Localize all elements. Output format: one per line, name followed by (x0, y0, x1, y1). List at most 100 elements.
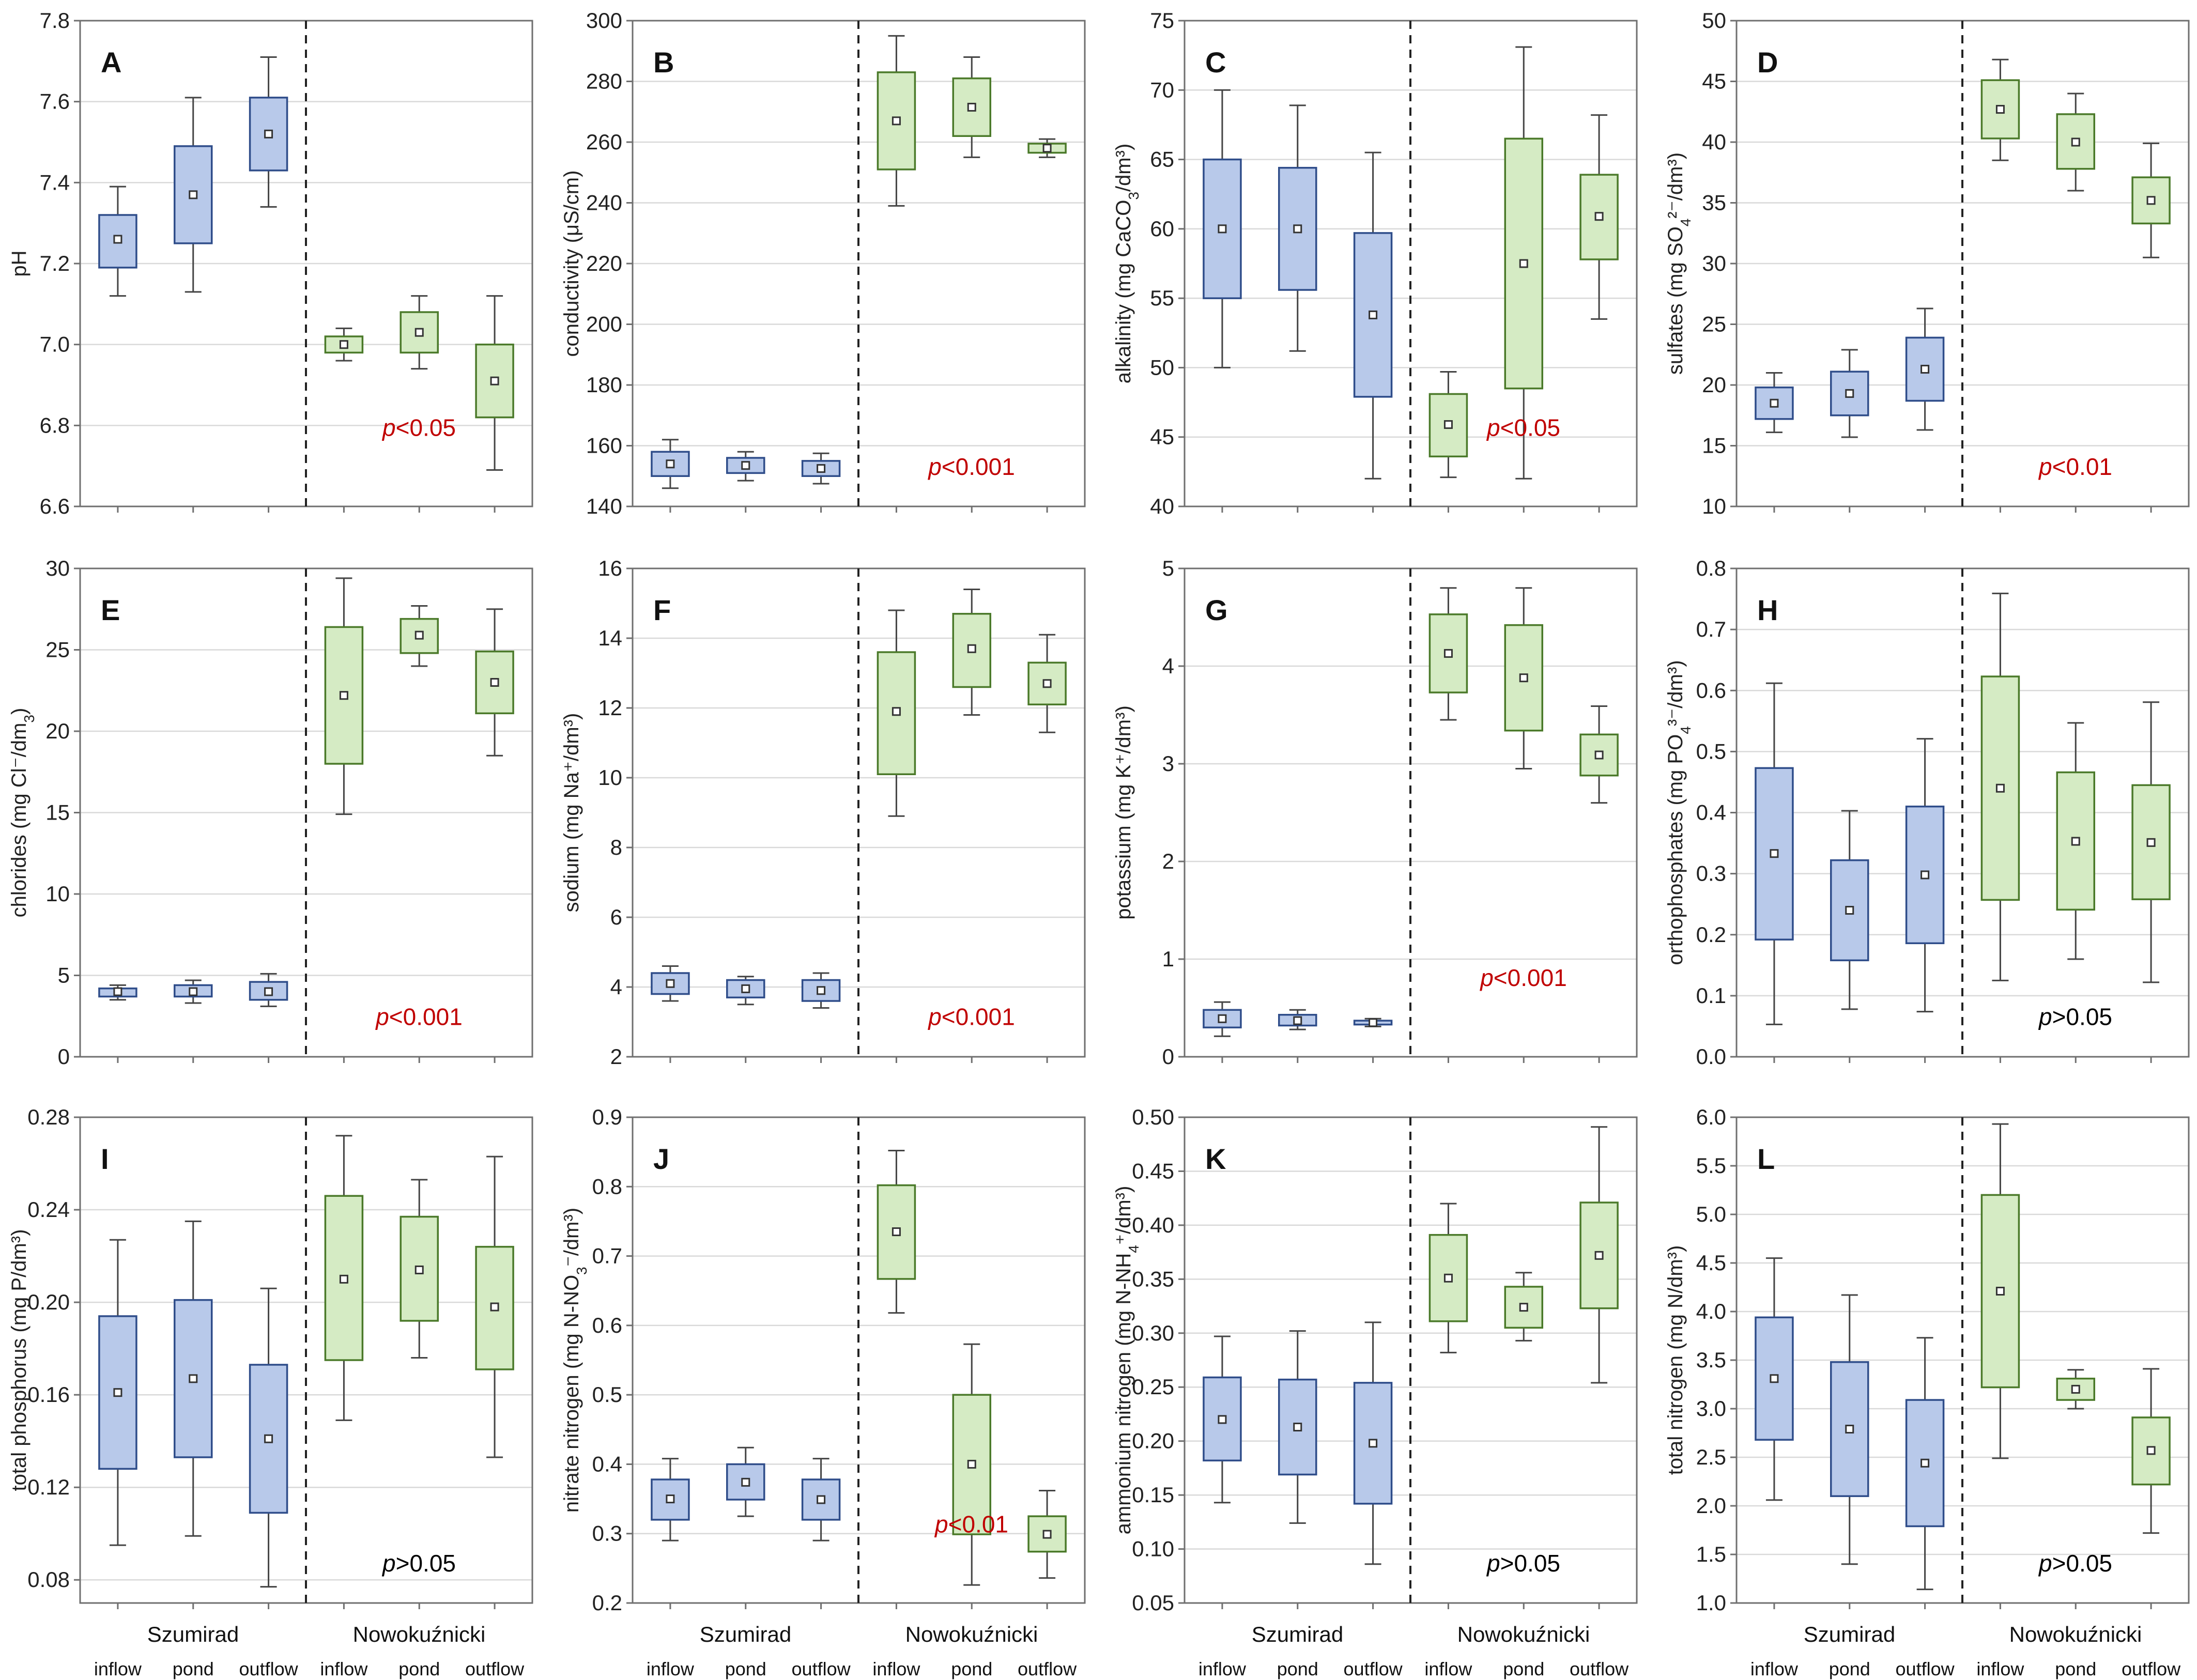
box-szumirad-inflow (1203, 89, 1242, 368)
category-label-inflow: inflow (1424, 1658, 1472, 1679)
mean-marker (741, 984, 750, 993)
y-tick-label: 0.6 (1696, 678, 1726, 702)
y-tick-label: 1.0 (1696, 1591, 1726, 1615)
box-szumirad-inflow (1203, 1335, 1242, 1504)
box-szumirad-pond (1278, 1009, 1317, 1030)
y-tick-label: 0.20 (27, 1290, 70, 1314)
box-szumirad-outflow (1353, 1321, 1393, 1565)
panel-K: 0.05 0.10 0.15 0.20 0.25 0.30 0.35 0.40 0.45 0.50… (1112, 1105, 1638, 1679)
y-tick-label: 0 (58, 1044, 70, 1069)
box-nowokunicki-outflow (1027, 634, 1067, 733)
box-nowokunicki-inflow (1980, 58, 2020, 161)
p-value-label: p>0.05 (2038, 1550, 2112, 1577)
y-tick-label: 0.8 (592, 1174, 622, 1198)
box-szumirad-pond (174, 979, 213, 1004)
mean-marker (1770, 1374, 1779, 1383)
box-nowokunicki-inflow (324, 577, 364, 815)
box-body (400, 618, 439, 654)
category-label-inflow: inflow (1199, 1658, 1247, 1679)
p-value-label: p<0.05 (1486, 414, 1560, 441)
category-label-pond: pond (725, 1658, 766, 1679)
mean-marker (1519, 673, 1528, 683)
mean-marker (490, 1302, 499, 1312)
p-value-label: p<0.001 (375, 1004, 463, 1030)
mean-marker (1369, 1439, 1378, 1448)
y-tick-label: 5 (1162, 556, 1174, 580)
panel-letter: J (653, 1143, 669, 1175)
box-nowokunicki-inflow (877, 609, 916, 817)
category-label-inflow: inflow (1750, 1658, 1799, 1679)
y-axis-label: pH (8, 250, 30, 276)
category-label-outflow: outflow (1570, 1658, 1629, 1679)
box-nowokunicki-pond (400, 295, 439, 370)
y-tick-label: 60 (1150, 217, 1174, 241)
y-tick-label: 40 (1150, 494, 1174, 518)
y-tick-label: 50 (1702, 8, 1726, 33)
box-szumirad-outflow (801, 452, 841, 485)
box-szumirad-inflow (1755, 682, 1794, 1025)
panel-F: 2 4 6 8 10 12 14 16 sodium (mg Na⁺/dm³) Fp<0.001 (560, 556, 1086, 1069)
y-axis-label: orthophosphates (mg PO4³⁻/dm³) (1664, 660, 1694, 965)
y-axis-label: ammonium nitrogen (mg N-NH4⁺/dm³) (1112, 1186, 1142, 1535)
box-szumirad-outflow (1905, 738, 1945, 1013)
mean-marker (666, 979, 675, 988)
category-label-outflow: outflow (792, 1658, 851, 1679)
panel-C: 40 45 50 55 60 65 70 75 alkalinity (mg CaCO3/dm³… (1112, 8, 1638, 518)
mean-marker (1218, 1014, 1227, 1023)
mean-marker (189, 987, 198, 996)
panel-I: 0.08 0.12 0.16 0.20 0.24 0.28 total phosphorus… (8, 1105, 533, 1679)
box-nowokunicki-pond (1504, 1272, 1543, 1342)
mean-marker (1293, 1423, 1302, 1432)
mean-marker (414, 1265, 424, 1274)
box-body (1830, 1361, 1869, 1497)
mean-marker (817, 1495, 826, 1504)
mean-marker (1921, 870, 1930, 880)
p-value-label: p>0.05 (381, 1550, 456, 1577)
mean-marker (1443, 420, 1453, 429)
mean-marker (1995, 783, 2005, 793)
y-tick-label: 180 (586, 373, 622, 397)
y-tick-label: 3.0 (1696, 1396, 1726, 1421)
y-tick-label: 50 (1150, 355, 1174, 379)
group-label-szumirad: Szumirad (700, 1622, 791, 1646)
panel-letter: D (1757, 46, 1778, 79)
category-label-pond: pond (1503, 1658, 1544, 1679)
y-tick-label: 6.8 (40, 413, 70, 437)
y-tick-label: 140 (586, 494, 622, 518)
box-szumirad-outflow (249, 56, 288, 208)
y-tick-label: 4 (1162, 654, 1174, 678)
y-tick-label: 0.08 (27, 1567, 70, 1592)
mean-marker (1845, 906, 1854, 915)
box-szumirad-pond (726, 451, 765, 482)
box-nowokunicki-outflow (1579, 114, 1619, 320)
y-tick-label: 5.0 (1696, 1202, 1726, 1226)
mean-marker (741, 1477, 750, 1487)
mean-marker (1770, 398, 1779, 408)
y-tick-label: 2.5 (1696, 1445, 1726, 1469)
category-label-inflow: inflow (1976, 1658, 2024, 1679)
category-label-inflow: inflow (647, 1658, 695, 1679)
box-nowokunicki-inflow (1980, 592, 2020, 981)
y-tick-label: 75 (1150, 8, 1174, 33)
y-tick-label: 0.30 (1132, 1321, 1174, 1345)
mean-marker (490, 678, 499, 687)
category-label-outflow: outflow (465, 1658, 525, 1679)
box-nowokunicki-pond (952, 1343, 991, 1586)
mean-marker (113, 987, 122, 996)
y-tick-label: 220 (586, 251, 622, 275)
y-axis-label: total phosphorus (mg P/dm³) (8, 1229, 30, 1491)
box-nowokunicki-outflow (1027, 1489, 1067, 1579)
category-label-outflow: outflow (239, 1658, 299, 1679)
p-value-label: p<0.05 (381, 414, 456, 441)
y-tick-label: 0.45 (1132, 1159, 1174, 1183)
y-axis-label: nitrate nitrogen (mg N-NO3⁻/dm³) (560, 1208, 590, 1513)
y-tick-label: 0.0 (1696, 1044, 1726, 1069)
y-tick-label: 4 (610, 975, 622, 999)
panel-letter: F (653, 594, 671, 626)
y-tick-label: 0.40 (1132, 1213, 1174, 1237)
y-tick-label: 7.6 (40, 89, 70, 114)
box-body (801, 460, 841, 477)
box-szumirad-outflow (1353, 1018, 1393, 1027)
mean-marker (967, 102, 976, 112)
